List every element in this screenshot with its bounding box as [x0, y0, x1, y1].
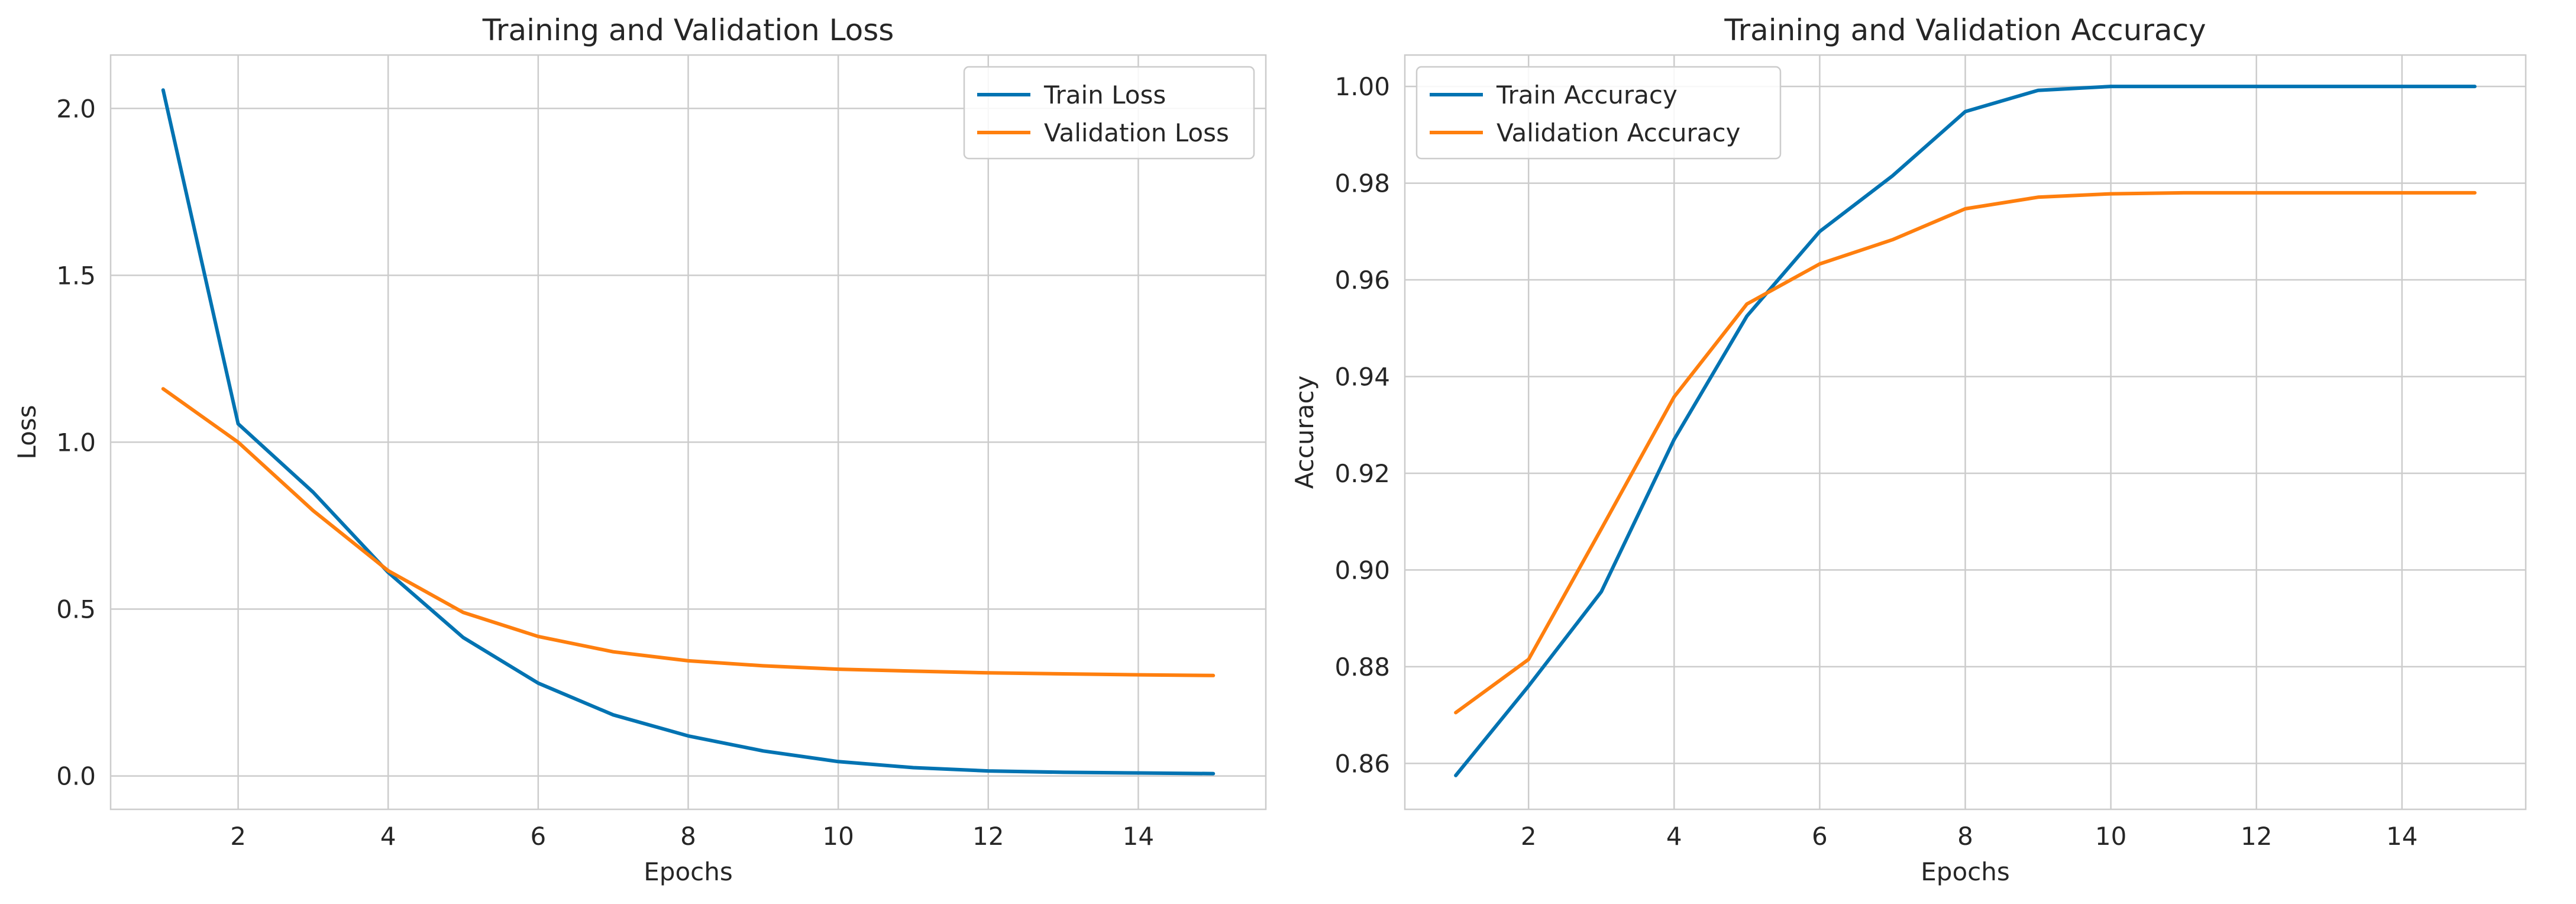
loss-y-tick-label: 0.5 [56, 595, 96, 624]
accuracy-chart-title: Training and Validation Accuracy [1724, 13, 2206, 47]
accuracy-y-tick-label: 0.86 [1334, 749, 1390, 778]
loss-y-tick-labels: 0.0 0.5 1.0 1.5 2.0 [56, 94, 96, 790]
accuracy-y-axis-label: Accuracy [1290, 376, 1319, 489]
accuracy-y-tick-label: 0.96 [1334, 266, 1390, 295]
series-line-train-accuracy [1454, 85, 2477, 777]
legend-label-validation-accuracy: Validation Accuracy [1497, 118, 1741, 147]
loss-x-tick-label: 2 [230, 822, 246, 851]
loss-x-tick-label: 4 [380, 822, 396, 851]
accuracy-chart: 2 4 6 8 10 12 14 0.86 0.88 0.90 0.92 0.94 0.96 0.98 1… [1290, 13, 2527, 886]
accuracy-y-tick-labels: 0.86 0.88 0.90 0.92 0.94 0.96 0.98 1.00 [1334, 72, 1390, 778]
accuracy-y-tick-label: 0.88 [1334, 653, 1390, 682]
loss-x-tick-label: 14 [1123, 822, 1154, 851]
series-line-validation-accuracy [1454, 191, 2477, 715]
accuracy-x-tick-label: 12 [2241, 822, 2272, 851]
loss-x-tick-label: 12 [972, 822, 1004, 851]
loss-y-tick-label: 2.0 [56, 94, 96, 123]
accuracy-y-tick-label: 1.00 [1334, 72, 1390, 101]
accuracy-x-tick-label: 14 [2386, 822, 2417, 851]
loss-y-gridlines [111, 108, 1266, 777]
accuracy-legend-box [1415, 66, 1782, 160]
legend-label-train-loss: Train Loss [1043, 80, 1166, 109]
legend-label-train-accuracy: Train Accuracy [1496, 80, 1678, 109]
accuracy-y-tick-label: 0.92 [1334, 459, 1390, 488]
accuracy-legend: Train Accuracy Validation Accuracy [1415, 66, 1782, 160]
accuracy-x-gridlines [1527, 55, 2403, 809]
loss-x-tick-labels: 2 4 6 8 10 12 14 [230, 822, 1154, 851]
accuracy-x-tick-labels: 2 4 6 8 10 12 14 [1521, 822, 2418, 851]
accuracy-x-tick-label: 6 [1812, 822, 1828, 851]
loss-series-group [161, 88, 1216, 776]
series-line-train-loss [161, 88, 1216, 776]
series-line-validation-loss [161, 387, 1216, 677]
accuracy-x-tick-label: 4 [1666, 822, 1682, 851]
loss-y-tick-label: 1.5 [56, 261, 96, 290]
loss-legend-box [963, 66, 1255, 160]
loss-x-tick-label: 6 [530, 822, 546, 851]
accuracy-x-axis-label: Epochs [1921, 857, 2010, 886]
accuracy-x-tick-label: 8 [1957, 822, 1973, 851]
loss-legend: Train Loss Validation Loss [963, 66, 1255, 160]
loss-chart-title: Training and Validation Loss [482, 13, 894, 47]
accuracy-y-tick-label: 0.98 [1334, 169, 1390, 198]
loss-y-tick-label: 1.0 [56, 428, 96, 457]
accuracy-x-tick-label: 2 [1521, 822, 1537, 851]
legend-label-validation-loss: Validation Loss [1044, 118, 1229, 147]
loss-x-tick-label: 10 [822, 822, 854, 851]
loss-x-tick-label: 8 [680, 822, 696, 851]
loss-y-tick-label: 0.0 [56, 762, 96, 791]
loss-y-axis-label: Loss [12, 405, 41, 459]
accuracy-x-tick-label: 10 [2095, 822, 2126, 851]
loss-x-axis-label: Epochs [644, 857, 733, 886]
accuracy-y-tick-label: 0.94 [1334, 363, 1390, 392]
accuracy-series-group [1454, 85, 2477, 777]
accuracy-y-tick-label: 0.90 [1334, 556, 1390, 585]
loss-chart: 2 4 6 8 10 12 14 0.0 0.5 1.0 1.5 2.0 Training and … [12, 13, 1267, 886]
